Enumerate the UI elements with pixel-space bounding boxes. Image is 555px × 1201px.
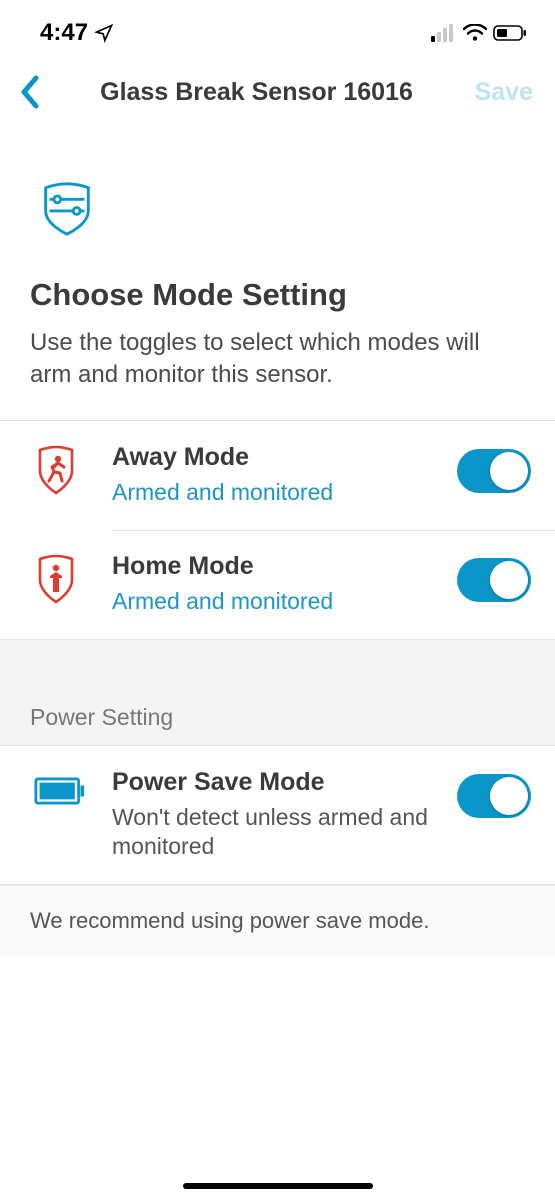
home-mode-icon <box>34 552 86 604</box>
mode-row-body: Away Mode Armed and monitored <box>112 443 457 508</box>
save-button[interactable]: Save <box>463 78 533 107</box>
footer-note: We recommend using power save mode. <box>0 885 555 956</box>
away-mode-icon <box>34 443 86 495</box>
mode-row-body: Home Mode Armed and monitored <box>112 552 457 617</box>
wifi-icon <box>463 24 487 42</box>
battery-icon <box>493 25 527 41</box>
mode-subtitle: Armed and monitored <box>112 478 445 508</box>
location-arrow-icon <box>94 23 114 43</box>
power-section: Power Save Mode Won't detect unless arme… <box>0 746 555 886</box>
mode-title: Away Mode <box>112 443 445 472</box>
cell-signal-icon <box>431 24 457 42</box>
status-time: 4:47 <box>40 19 88 47</box>
mode-row-home: Home Mode Armed and monitored <box>0 530 555 639</box>
mode-subtitle: Armed and monitored <box>112 587 445 617</box>
power-row-body: Power Save Mode Won't detect unless arme… <box>112 768 457 863</box>
header-block: Choose Mode Setting Use the toggles to s… <box>0 130 555 420</box>
home-indicator[interactable] <box>183 1183 373 1189</box>
status-bar: 4:47 <box>0 0 555 56</box>
page-title: Glass Break Sensor 16016 <box>50 78 463 107</box>
status-icons <box>431 24 527 42</box>
nav-bar: Glass Break Sensor 16016 Save <box>0 56 555 130</box>
power-title: Power Save Mode <box>112 768 445 797</box>
power-subtitle: Won't detect unless armed and monitored <box>112 803 445 863</box>
mode-section: Away Mode Armed and monitored Home Mode … <box>0 420 555 640</box>
mode-row-away: Away Mode Armed and monitored <box>0 421 555 530</box>
back-button[interactable] <box>10 74 50 110</box>
sensor-settings-icon <box>36 178 525 245</box>
mode-title: Home Mode <box>112 552 445 581</box>
header-description: Use the toggles to select which modes wi… <box>30 327 525 392</box>
battery-mode-icon <box>34 768 86 806</box>
home-mode-toggle[interactable] <box>457 552 531 607</box>
power-save-toggle[interactable] <box>457 768 531 823</box>
header-title: Choose Mode Setting <box>30 277 525 313</box>
power-section-label: Power Setting <box>0 640 555 746</box>
chevron-left-icon <box>19 74 41 110</box>
power-row: Power Save Mode Won't detect unless arme… <box>0 746 555 885</box>
away-mode-toggle[interactable] <box>457 443 531 498</box>
status-time-block: 4:47 <box>40 19 114 47</box>
